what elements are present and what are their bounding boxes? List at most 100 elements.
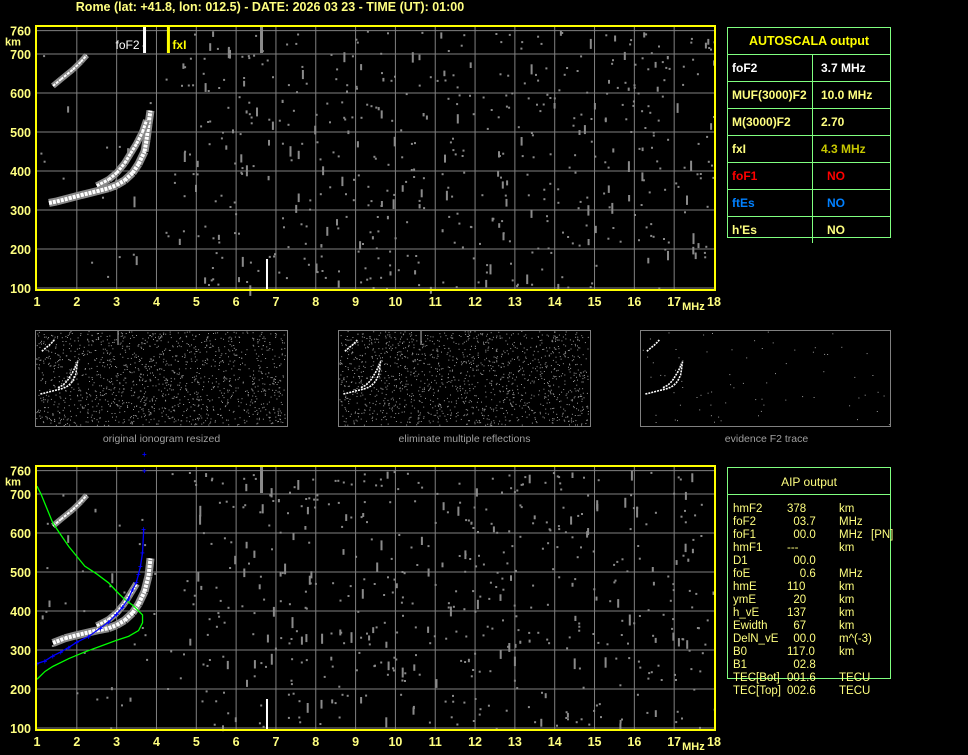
noise-echo: [267, 175, 270, 181]
noise-echo: [472, 257, 475, 260]
noise-echo: [201, 417, 203, 419]
noise-echo: [341, 342, 343, 344]
noise-echo: [619, 240, 622, 243]
true-height-marker: +: [98, 624, 103, 633]
noise-echo: [477, 340, 479, 342]
noise-echo: [131, 331, 133, 333]
noise-echo: [568, 636, 571, 639]
noise-echo: [452, 605, 455, 608]
noise-echo: [77, 373, 78, 375]
noise-echo: [486, 341, 488, 343]
noise-echo: [385, 386, 387, 388]
noise-echo: [63, 399, 65, 401]
noise-echo: [342, 481, 345, 484]
noise-echo: [400, 129, 403, 132]
noise-echo: [142, 384, 143, 386]
noise-echo: [427, 385, 429, 387]
noise-echo: [434, 521, 437, 524]
noise-echo: [604, 657, 607, 668]
noise-echo: [411, 334, 413, 336]
noise-echo: [223, 392, 225, 394]
noise-echo: [519, 370, 521, 371]
noise-echo: [521, 416, 523, 417]
noise-echo: [432, 420, 434, 422]
noise-echo: [246, 331, 248, 333]
noise-echo: [588, 723, 591, 726]
noise-echo: [545, 67, 548, 70]
noise-echo: [259, 511, 262, 514]
noise-echo: [812, 351, 814, 353]
noise-echo: [246, 390, 248, 392]
noise-echo: [710, 415, 712, 417]
noise-echo: [395, 338, 397, 340]
noise-echo: [248, 57, 251, 60]
noise-echo: [710, 404, 712, 406]
noise-echo: [196, 173, 199, 176]
noise-echo: [97, 336, 99, 338]
noise-echo: [361, 336, 363, 338]
noise-echo: [260, 704, 263, 707]
noise-echo: [406, 368, 408, 370]
noise-echo: [357, 386, 359, 388]
noise-echo: [151, 407, 153, 409]
noise-echo: [565, 711, 568, 714]
noise-echo: [650, 234, 653, 237]
noise-echo: [250, 401, 252, 403]
noise-echo: [206, 417, 208, 419]
noise-echo: [468, 337, 470, 339]
noise-echo: [547, 395, 549, 397]
noise-echo: [413, 344, 415, 346]
noise-echo: [432, 349, 434, 351]
noise-echo: [370, 105, 373, 108]
noise-echo: [75, 415, 77, 417]
noise-echo: [149, 361, 151, 363]
noise-echo: [376, 216, 379, 218]
noise-echo: [65, 390, 66, 392]
noise-echo: [377, 107, 380, 111]
noise-echo: [378, 348, 380, 350]
noise-echo: [571, 344, 573, 345]
noise-echo: [489, 670, 492, 673]
noise-echo: [517, 389, 519, 391]
noise-echo: [212, 31, 215, 37]
noise-echo: [351, 352, 353, 354]
noise-echo: [277, 414, 279, 416]
noise-echo: [587, 419, 588, 421]
noise-echo: [165, 333, 167, 335]
aip-unit: km: [839, 542, 855, 554]
noise-echo: [385, 335, 387, 337]
noise-echo: [169, 333, 171, 335]
noise-echo: [537, 631, 540, 634]
noise-echo: [445, 190, 448, 201]
noise-echo: [159, 368, 160, 370]
noise-echo: [662, 613, 665, 616]
noise-echo: [524, 476, 527, 479]
noise-echo: [60, 397, 62, 399]
noise-echo: [542, 416, 544, 418]
noise-echo: [417, 363, 419, 365]
noise-echo: [433, 392, 435, 394]
noise-echo: [356, 420, 358, 422]
noise-echo: [587, 407, 589, 409]
noise-echo: [465, 397, 467, 399]
noise-echo: [675, 721, 678, 724]
noise-echo: [394, 331, 396, 333]
noise-echo: [277, 421, 279, 423]
noise-echo: [564, 383, 566, 385]
noise-echo: [251, 388, 253, 390]
noise-echo: [490, 332, 492, 334]
noise-echo: [352, 351, 353, 353]
noise-echo: [480, 333, 482, 335]
noise-echo: [80, 400, 82, 402]
noise-echo: [569, 389, 571, 391]
noise-echo: [410, 395, 412, 397]
autoscala-key: ftEs: [728, 190, 813, 216]
noise-echo: [60, 420, 61, 422]
noise-echo: [133, 337, 135, 338]
noise-echo: [225, 353, 227, 355]
noise-echo: [563, 353, 565, 355]
noise-echo: [458, 335, 460, 336]
noise-echo: [704, 42, 707, 49]
noise-echo: [253, 383, 255, 385]
noise-echo: [207, 410, 208, 411]
